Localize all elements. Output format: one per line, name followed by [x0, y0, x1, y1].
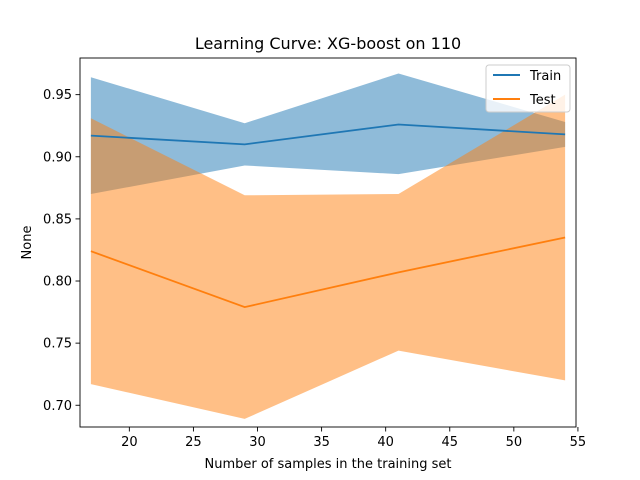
- legend-label-train: Train: [529, 69, 561, 84]
- y-tick-label: 0.85: [43, 212, 72, 227]
- chart-title: Learning Curve: XG-boost on 110: [195, 34, 461, 53]
- x-tick-label: 20: [121, 435, 138, 450]
- line-test: [90, 236, 566, 309]
- x-tick-label: 25: [185, 435, 202, 450]
- x-tick-label: 40: [377, 435, 394, 450]
- x-tick-label: 45: [441, 435, 458, 450]
- line-train: [90, 123, 566, 146]
- series-lines: [90, 123, 566, 309]
- y-axis-ticks: 0.70 0.75 0.80 0.85 0.90 0.95: [43, 88, 80, 414]
- band-test: [90, 94, 566, 419]
- y-tick-label: 0.80: [43, 275, 72, 290]
- legend: Train Test: [485, 64, 571, 113]
- x-axis-label: Number of samples in the training set: [205, 457, 452, 472]
- y-tick-label: 0.70: [43, 399, 72, 414]
- legend-frame: [485, 64, 571, 113]
- x-axis-ticks: 20 25 30 35 40 45 50 55: [121, 427, 586, 450]
- y-axis-label: None: [20, 226, 35, 260]
- x-tick-label: 35: [313, 435, 330, 450]
- confidence-bands: [90, 73, 566, 419]
- y-tick-label: 0.75: [43, 337, 72, 352]
- y-tick-label: 0.90: [43, 150, 72, 165]
- x-tick-label: 55: [570, 435, 587, 450]
- x-tick-label: 50: [506, 435, 523, 450]
- y-tick-label: 0.95: [43, 88, 72, 103]
- x-tick-label: 30: [249, 435, 266, 450]
- legend-label-test: Test: [529, 93, 556, 108]
- plot-frame: [79, 57, 577, 428]
